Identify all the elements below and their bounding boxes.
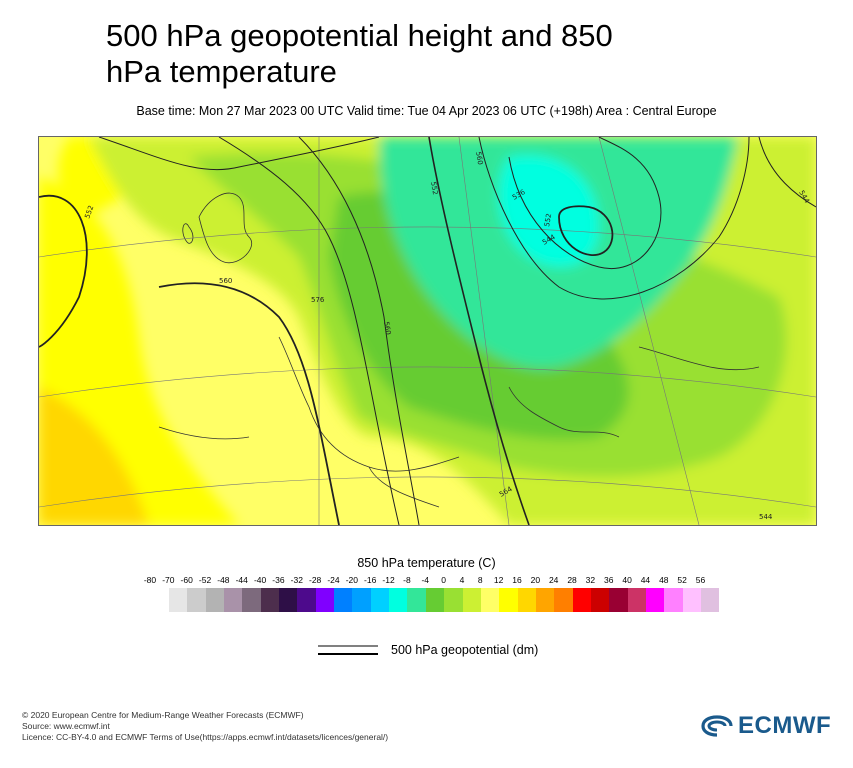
ecmwf-logo-text: ECMWF [738,712,832,739]
legend-tick: 40 [622,575,632,585]
legend-tick: 16 [512,575,522,585]
temp-field-12to16-sw [39,387,149,525]
color-swatch [700,588,720,612]
legend-tick: 8 [477,575,483,585]
geopotential-legend-label: 500 hPa geopotential (dm) [391,643,539,657]
contour-label: 552 [429,181,439,196]
color-swatch [187,588,206,612]
legend-tick: 24 [548,575,559,585]
legend-tick: -36 [272,575,285,585]
chart-title: 500 hPa geopotential height and 850 hPa … [106,18,613,89]
color-swatch [664,588,683,612]
color-swatch [480,588,500,612]
color-swatch [682,588,701,612]
graticule [39,137,816,525]
color-swatch [444,588,463,612]
legend-tick: -70 [162,575,175,585]
color-swatch [627,588,646,612]
legend-tick: -8 [403,575,411,585]
legend-tick: 0 [441,575,446,585]
color-swatch [169,588,188,612]
legend-tick: -4 [421,575,430,585]
legend-tick: -60 [180,575,193,585]
temp-field-minus16to-12 [498,155,599,267]
color-swatch [590,588,610,612]
legend-tick: -12 [382,575,395,585]
color-swatch [535,588,555,612]
legend-tick: -44 [235,575,248,585]
color-swatch [205,588,225,612]
legend-tick: -80 [143,575,157,585]
color-scale [169,588,720,612]
color-swatch [462,588,481,612]
color-swatch [645,588,665,612]
legend-tick: -52 [198,575,212,585]
legend-tick: -40 [253,575,267,585]
legend-tick: 36 [604,575,614,585]
color-swatch [554,588,573,612]
legend-tick: -16 [364,575,377,585]
legend-tick: 12 [493,575,504,585]
geopotential-contours [39,137,816,525]
ecmwf-logo-icon [701,715,733,737]
color-swatch [499,588,518,612]
legend-tick: 48 [659,575,669,585]
color-swatch [260,588,280,612]
color-swatch [224,588,243,612]
color-swatch [609,588,628,612]
color-swatch [315,588,335,612]
color-swatch [407,588,426,612]
copyright-line: © 2020 European Centre for Medium-Range … [22,710,304,720]
legend-tick: -20 [345,575,358,585]
contour-label: 560 [219,277,232,285]
color-swatch [242,588,261,612]
legend-tick: 4 [459,575,465,585]
color-swatch [389,588,408,612]
color-swatch [297,588,316,612]
map-canvas: 552 560 576 560 552 560 552 544 564 536 … [39,137,816,525]
legend-tick: -24 [327,575,340,585]
contour-label: 560 [474,151,484,166]
legend-title: 850 hPa temperature (C) [357,556,496,570]
contour-label: 560 [382,321,392,336]
coastlines [158,192,760,508]
color-swatch [279,588,298,612]
color-swatch [352,588,371,612]
weather-map[interactable]: 552 560 576 560 552 560 552 544 564 536 … [38,136,817,526]
legend-tick: -28 [308,575,322,585]
source-line: Source: www.ecmwf.int [22,721,110,731]
legend-tick: 44 [640,575,651,585]
legend-tick: 52 [677,575,687,585]
contour-label: 576 [311,296,325,304]
licence-line: Licence: CC-BY-4.0 and ECMWF Terms of Us… [22,732,389,742]
color-swatch [425,588,445,612]
legend-tick: 56 [695,575,706,585]
contour-label: 544 [759,513,773,521]
color-swatch [370,588,390,612]
color-swatch [517,588,536,612]
chart-subtitle: Base time: Mon 27 Mar 2023 00 UTC Valid … [136,104,717,118]
geopotential-line-icon [318,645,378,655]
legend-tick: -32 [290,575,303,585]
legend-ticks: -80 -70 -60 -52 -48 -44 -40 -36 -32 -28 -24 -20 -16-… [144,575,724,587]
legend-tick: 28 [567,575,577,585]
copyright-footer: © 2020 European Centre for Medium-Range … [22,710,388,743]
color-swatch [334,588,353,612]
legend-tick: -48 [217,575,230,585]
color-swatch [572,588,591,612]
ecmwf-logo: ECMWF [700,712,831,740]
contour-label: 552 [543,213,553,228]
legend-tick: 20 [530,575,541,585]
legend-tick: 32 [585,575,596,585]
